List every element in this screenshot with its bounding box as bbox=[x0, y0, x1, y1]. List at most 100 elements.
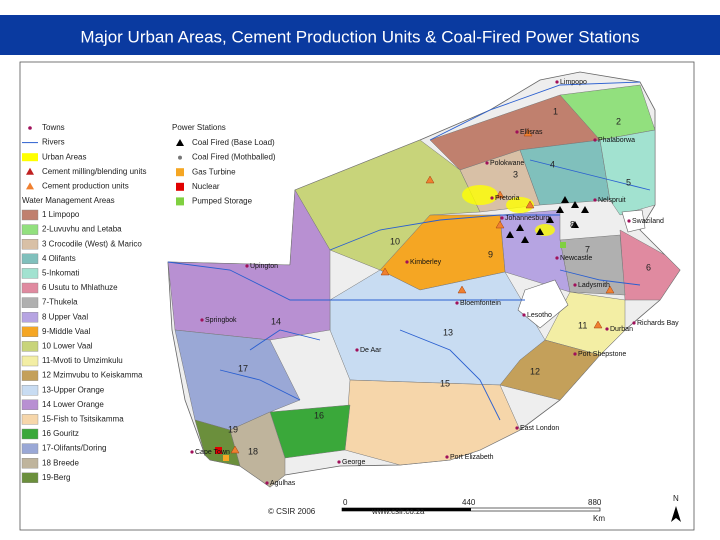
legend-label: 1 Limpopo bbox=[42, 210, 80, 219]
legend-label: Urban Areas bbox=[42, 152, 86, 161]
region-number: 9 bbox=[488, 249, 493, 259]
legend-swatch bbox=[21, 472, 39, 483]
place-label: Pretoria bbox=[495, 195, 520, 202]
town-marker bbox=[200, 318, 204, 322]
place-label: Bloemfontein bbox=[460, 300, 501, 307]
legend: Towns Rivers Urban Areas Cement milling/ble… bbox=[21, 123, 276, 483]
wma-region bbox=[194, 419, 241, 467]
cement-unit bbox=[525, 200, 535, 209]
town-marker bbox=[355, 348, 359, 352]
legend-label: Coal Fired (Base Load) bbox=[192, 138, 275, 147]
town-marker bbox=[485, 161, 489, 165]
legend-label: Rivers bbox=[42, 138, 65, 147]
legend-label: Nuclear bbox=[192, 182, 220, 191]
legend-label: 11-Mvoti to Umzimkulu bbox=[42, 356, 123, 365]
river bbox=[529, 159, 651, 191]
town-marker bbox=[455, 301, 459, 305]
region-number: 6 bbox=[646, 262, 651, 272]
town-marker bbox=[405, 260, 409, 264]
town-marker bbox=[593, 198, 597, 202]
place-label: Lesotho bbox=[527, 312, 552, 319]
legend-swatch bbox=[21, 341, 39, 352]
legend-swatch bbox=[21, 428, 39, 440]
legend-symbol bbox=[26, 167, 34, 175]
legend-symbol bbox=[176, 197, 184, 206]
north-arrow bbox=[671, 506, 681, 522]
coal-power-station bbox=[581, 206, 589, 213]
town-marker bbox=[490, 196, 494, 200]
legend-label: Coal Fired (Mothballed) bbox=[192, 153, 276, 162]
legend-swatch bbox=[21, 326, 39, 337]
river bbox=[249, 329, 321, 351]
town-marker bbox=[605, 327, 609, 331]
legend-swatch bbox=[21, 268, 39, 279]
legend-label: Cement milling/blending units bbox=[42, 167, 147, 176]
town-marker bbox=[555, 256, 559, 260]
region-number: 2 bbox=[616, 116, 621, 126]
legend-swatch bbox=[21, 238, 39, 250]
nuclear-station bbox=[215, 447, 222, 454]
region-number: 8 bbox=[570, 219, 575, 229]
coal-power-station bbox=[521, 236, 529, 243]
place-label: Durban bbox=[610, 326, 633, 333]
legend-symbol bbox=[176, 139, 184, 146]
legend-swatch bbox=[21, 399, 39, 410]
scale-label: 880 bbox=[588, 498, 602, 507]
legend-label: Gas Turbine bbox=[192, 167, 236, 176]
legend-swatch bbox=[21, 312, 39, 323]
place-label: East London bbox=[520, 425, 559, 432]
place-label: De Aar bbox=[360, 347, 382, 354]
legend-label: 6 Usutu to Mhlathuze bbox=[42, 283, 118, 292]
cement-unit bbox=[380, 267, 390, 276]
cement-unit bbox=[457, 285, 467, 294]
legend-label: 14 Lower Orange bbox=[42, 400, 104, 409]
region-number: 17 bbox=[238, 363, 248, 373]
place-label: Ellisras bbox=[520, 129, 543, 136]
title-bar bbox=[0, 15, 720, 55]
region-number: 14 bbox=[271, 316, 281, 326]
place-label: Upington bbox=[250, 263, 278, 270]
legend-label: 19-Berg bbox=[42, 473, 70, 482]
town-marker bbox=[190, 450, 194, 454]
urban-area bbox=[506, 197, 534, 213]
legend-label: 9-Middle Vaal bbox=[42, 327, 91, 336]
legend-label: 12 Mzimvubu to Keiskamma bbox=[42, 371, 143, 380]
map: Limpopo Ellisras Phalaborwa Polokwane Pretor… bbox=[167, 71, 681, 488]
urban-area bbox=[462, 185, 498, 205]
legend-label: 13-Upper Orange bbox=[42, 385, 105, 394]
place-label: Cape Town bbox=[195, 449, 230, 456]
legend-swatch bbox=[21, 297, 39, 308]
cement-unit bbox=[495, 220, 505, 229]
legend-swatch bbox=[21, 414, 39, 425]
region-number: 12 bbox=[530, 366, 540, 376]
region-number: 7 bbox=[585, 244, 590, 254]
place-label: Richards Bay bbox=[637, 320, 679, 327]
place-label: Newcastle bbox=[560, 255, 592, 262]
gas-turbine bbox=[223, 455, 229, 461]
legend-swatch bbox=[21, 458, 39, 469]
place-label: George bbox=[342, 459, 365, 466]
town-marker bbox=[245, 264, 249, 268]
coal-power-station bbox=[571, 201, 579, 208]
town-marker bbox=[573, 352, 577, 356]
town-marker bbox=[515, 426, 519, 430]
legend-label: 7-Thukela bbox=[42, 298, 78, 307]
legend-symbol bbox=[176, 168, 184, 177]
scale-label: 0 bbox=[343, 498, 348, 507]
coal-power-station bbox=[546, 216, 554, 223]
coal-power-station bbox=[506, 231, 514, 238]
legend-label: 2-Luvuvhu and Letaba bbox=[42, 225, 122, 234]
cement-unit bbox=[593, 320, 603, 329]
lesotho bbox=[517, 279, 569, 329]
region-number: 5 bbox=[626, 177, 631, 187]
town-marker bbox=[337, 460, 341, 464]
river bbox=[429, 81, 641, 141]
region-number: 10 bbox=[390, 236, 400, 246]
cement-unit bbox=[523, 128, 533, 137]
legend-symbol bbox=[26, 182, 34, 190]
place-label: Ladysmith bbox=[578, 282, 610, 289]
region-number: 19 bbox=[228, 424, 238, 434]
region-number: 15 bbox=[440, 378, 450, 388]
town-marker bbox=[555, 80, 559, 84]
